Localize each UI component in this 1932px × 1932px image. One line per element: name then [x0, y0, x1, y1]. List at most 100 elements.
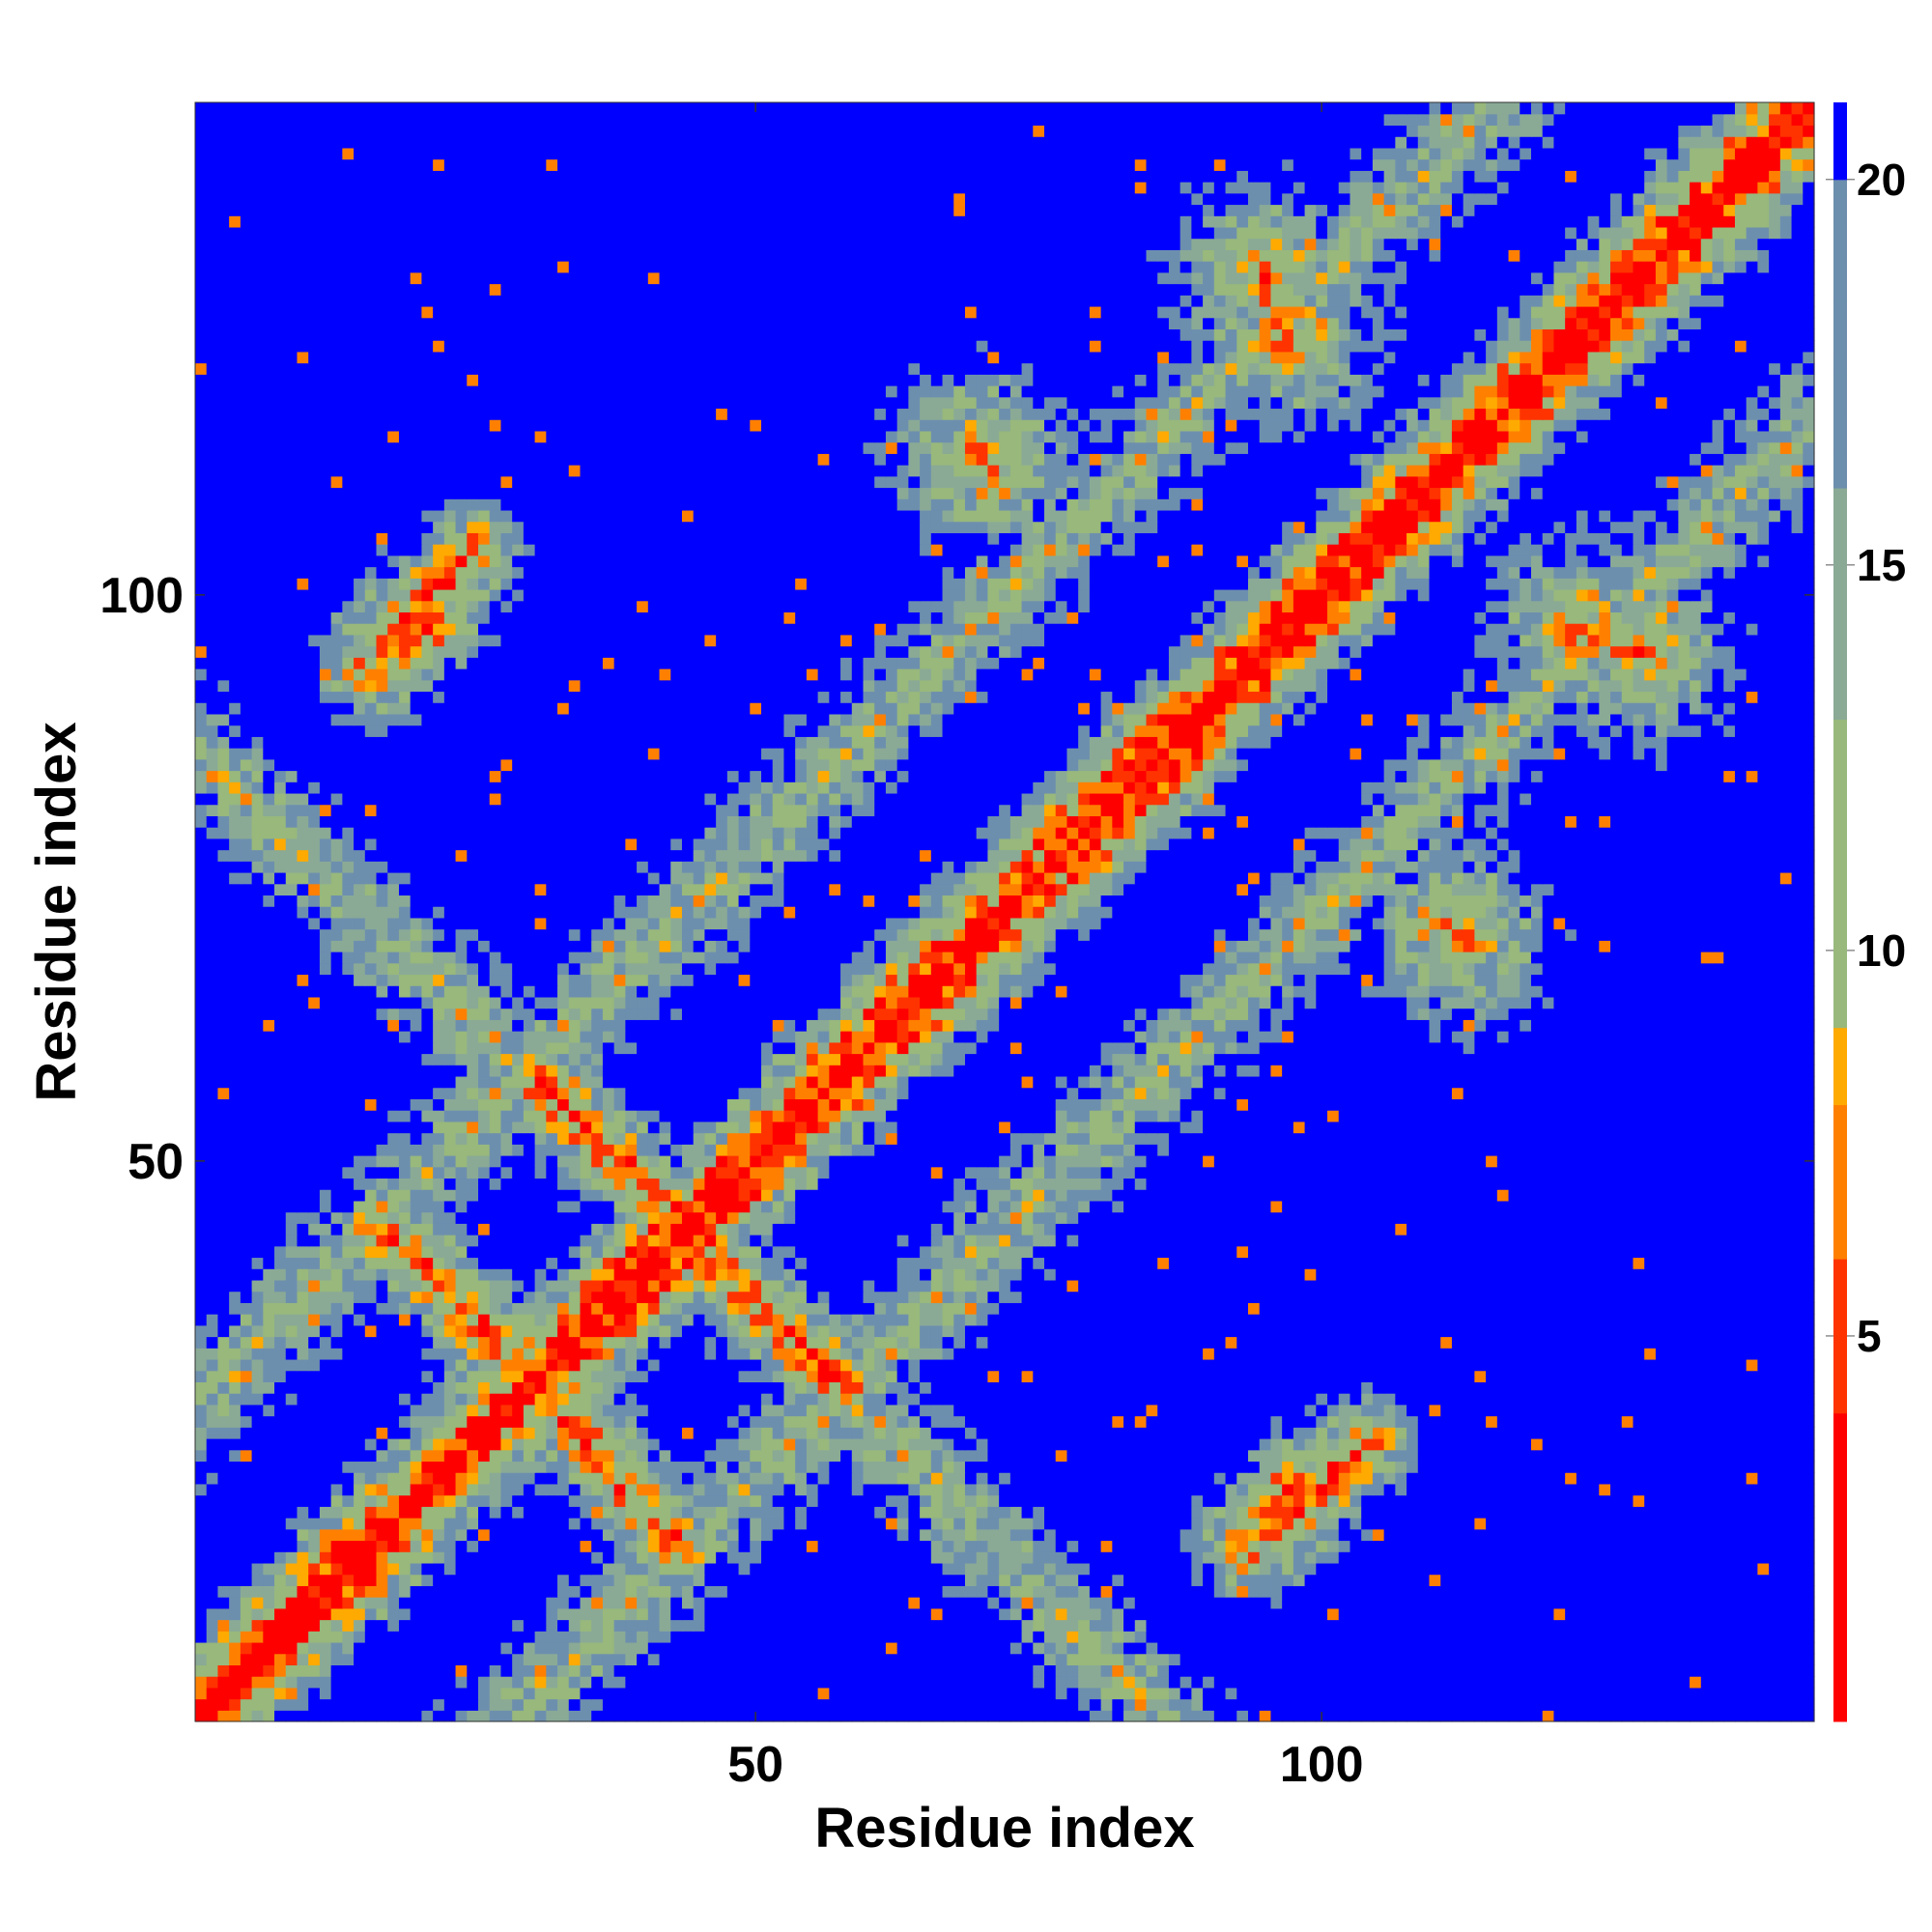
heatmap-cell: [987, 1325, 999, 1337]
heatmap-cell: [286, 1551, 298, 1563]
heatmap-cell: [1248, 1699, 1260, 1711]
heatmap-cell: [773, 1710, 784, 1721]
heatmap-cell: [1339, 1359, 1350, 1371]
heatmap-cell: [1440, 1506, 1452, 1518]
heatmap-cell: [580, 1551, 591, 1563]
heatmap-cell: [1033, 1631, 1044, 1642]
heatmap-cell: [1260, 1506, 1271, 1518]
heatmap-cell: [1792, 1495, 1804, 1507]
heatmap-cell: [512, 1676, 524, 1688]
heatmap-cell: [1078, 1348, 1090, 1359]
heatmap-cell: [557, 1371, 569, 1382]
heatmap-cell: [874, 1495, 886, 1507]
heatmap-cell: [546, 1325, 557, 1337]
heatmap-cell: [1588, 1438, 1600, 1450]
heatmap-cell: [1203, 1472, 1214, 1484]
heatmap-cell: [1656, 1608, 1667, 1620]
heatmap-cell: [1644, 1563, 1656, 1575]
heatmap-cell: [1509, 1381, 1520, 1393]
heatmap-cell: [1440, 1438, 1452, 1450]
heatmap-cell: [1553, 1348, 1565, 1359]
heatmap-cell: [750, 1359, 761, 1371]
heatmap-cell: [773, 1416, 784, 1428]
heatmap-cell: [987, 1438, 999, 1450]
heatmap-cell: [1056, 1495, 1067, 1507]
heatmap-cell: [591, 1620, 603, 1632]
heatmap-cell: [217, 1563, 229, 1575]
heatmap-cell: [1520, 1427, 1531, 1438]
heatmap-cell: [829, 1472, 840, 1484]
heatmap-cell: [557, 1405, 569, 1416]
heatmap-cell: [1305, 1337, 1317, 1349]
heatmap-cell: [1701, 1416, 1713, 1428]
heatmap-cell: [1260, 1348, 1271, 1359]
heatmap-cell: [512, 1381, 524, 1393]
heatmap-cell: [433, 1620, 444, 1632]
heatmap-cell: [1248, 1631, 1260, 1642]
heatmap-cell: [241, 1405, 252, 1416]
heatmap-cell: [1543, 1325, 1554, 1337]
heatmap-cell: [1747, 1654, 1758, 1665]
heatmap-cell: [1474, 1484, 1486, 1495]
heatmap-cell: [1553, 1620, 1565, 1632]
heatmap-cell: [1236, 1371, 1248, 1382]
heatmap-cell: [1735, 1472, 1747, 1484]
heatmap-cell: [1293, 1518, 1305, 1529]
heatmap-cell: [1713, 1664, 1724, 1676]
heatmap-cell: [840, 1337, 852, 1349]
heatmap-cell: [795, 1654, 807, 1665]
heatmap-cell: [1418, 1654, 1430, 1665]
heatmap-cell: [829, 1551, 840, 1563]
heatmap-cell: [931, 1348, 943, 1359]
heatmap-cell: [1769, 1529, 1780, 1541]
heatmap-cell: [864, 1461, 875, 1472]
heatmap-cell: [1474, 1563, 1486, 1575]
heatmap-cell: [943, 1371, 954, 1382]
heatmap-cell: [1316, 1664, 1327, 1676]
heatmap-cell: [297, 1438, 308, 1450]
heatmap-cell: [614, 1563, 626, 1575]
heatmap-cell: [1610, 1438, 1622, 1450]
heatmap-cell: [1180, 1381, 1192, 1393]
heatmap-cell: [1452, 1506, 1463, 1518]
heatmap-cell: [704, 1529, 716, 1541]
heatmap-cell: [1169, 1631, 1180, 1642]
heatmap-cell: [1430, 1608, 1441, 1620]
heatmap-cell: [1553, 1381, 1565, 1393]
heatmap-cell: [818, 1337, 830, 1349]
heatmap-cell: [1361, 1427, 1373, 1438]
heatmap-cell: [1543, 1563, 1554, 1575]
heatmap-cell: [478, 1688, 490, 1699]
heatmap-cell: [660, 1664, 671, 1676]
heatmap-cell: [320, 1506, 331, 1518]
heatmap-cell: [1293, 1688, 1305, 1699]
heatmap-cell: [1214, 1699, 1226, 1711]
heatmap-cell: [1452, 1416, 1463, 1428]
heatmap-cell: [852, 1472, 864, 1484]
heatmap-cell: [241, 1676, 252, 1688]
heatmap-cell: [1644, 1585, 1656, 1597]
heatmap-cell: [886, 1337, 897, 1349]
heatmap-cell: [739, 1495, 751, 1507]
heatmap-cell: [1452, 1540, 1463, 1551]
heatmap-cell: [1147, 1551, 1158, 1563]
heatmap-cell: [399, 1575, 411, 1586]
heatmap-cell: [1406, 1495, 1418, 1507]
heatmap-cell: [1735, 1540, 1747, 1551]
heatmap-cell: [977, 1575, 988, 1586]
heatmap-cell: [1384, 1664, 1396, 1676]
heatmap-cell: [1406, 1654, 1418, 1665]
heatmap-cell: [818, 1688, 830, 1699]
heatmap-cell: [1169, 1506, 1180, 1518]
heatmap-cell: [1622, 1416, 1634, 1428]
heatmap-cell: [660, 1348, 671, 1359]
heatmap-cell: [354, 1563, 365, 1575]
heatmap-cell: [829, 1450, 840, 1462]
heatmap-cell: [908, 1381, 920, 1393]
heatmap-cell: [750, 1676, 761, 1688]
heatmap-cell: [750, 1405, 761, 1416]
heatmap-cell: [229, 1393, 241, 1405]
heatmap-cell: [1497, 1393, 1509, 1405]
heatmap-cell: [864, 1438, 875, 1450]
heatmap-cell: [1260, 1359, 1271, 1371]
